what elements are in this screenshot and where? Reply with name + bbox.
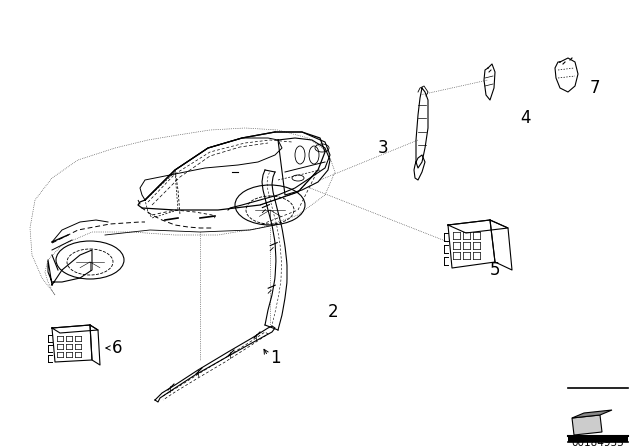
Text: 4: 4 [520,109,531,127]
Text: 2: 2 [328,303,339,321]
Text: 00184935: 00184935 [571,438,624,448]
Polygon shape [568,436,628,442]
Polygon shape [572,410,612,418]
Text: 5: 5 [490,261,500,279]
Text: 3: 3 [378,139,388,157]
Polygon shape [572,415,602,435]
Text: 1: 1 [270,349,280,367]
Text: 7: 7 [590,79,600,97]
Text: 6: 6 [112,339,122,357]
